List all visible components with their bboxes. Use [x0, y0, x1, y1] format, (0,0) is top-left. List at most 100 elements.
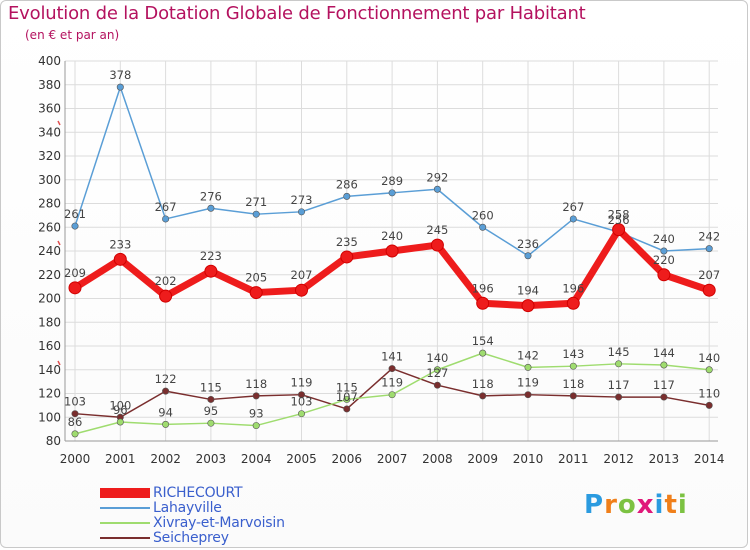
y-tick-label: 320: [38, 149, 61, 163]
data-point: [162, 387, 170, 395]
legend-label: RICHECOURT: [153, 484, 243, 501]
data-label: 205: [245, 271, 267, 285]
x-tick-label: 2009: [467, 452, 498, 466]
data-point: [705, 366, 713, 374]
data-label: 103: [64, 395, 86, 409]
data-point: [71, 222, 79, 230]
data-label: 119: [517, 376, 539, 390]
x-tick-label: 2007: [377, 452, 408, 466]
data-label: 107: [336, 390, 358, 404]
legend-item: RICHECOURT: [100, 484, 243, 501]
data-point: [430, 238, 444, 252]
data-label: 142: [517, 348, 539, 362]
chart-subtitle: (en € et par an): [25, 28, 120, 42]
x-tick-label: 2003: [196, 452, 227, 466]
y-tick-label: 80: [46, 434, 61, 448]
x-tick-label: 2005: [286, 452, 317, 466]
legend-label: Xivray-et-Marvoisin: [153, 514, 285, 531]
legend-label: Lahayville: [153, 499, 222, 516]
y-tick-label: 300: [38, 173, 61, 187]
data-label: 140: [698, 351, 720, 365]
data-label: 267: [155, 200, 177, 214]
data-label: 207: [291, 268, 313, 282]
data-label: 378: [109, 68, 131, 82]
y-tick-label: 120: [38, 387, 61, 401]
legend-swatch: [100, 487, 150, 498]
y-tick-label: 260: [38, 220, 61, 234]
data-label: 276: [200, 189, 222, 203]
data-point: [295, 283, 308, 297]
data-point: [479, 392, 487, 400]
x-tick-label: 2000: [60, 452, 91, 466]
data-label: 273: [291, 193, 313, 207]
logo-letter: P: [584, 490, 605, 520]
data-point: [343, 395, 351, 403]
data-point: [566, 296, 580, 310]
data-label: 194: [517, 284, 539, 298]
y-tick-label: 100: [38, 410, 61, 424]
data-point: [297, 410, 305, 418]
data-point: [71, 430, 79, 438]
data-point: [615, 360, 623, 368]
data-point: [297, 391, 305, 399]
axis-accent: [57, 240, 61, 246]
data-label: 93: [249, 407, 264, 421]
legend-label: Seicheprey: [153, 529, 229, 546]
data-point: [116, 418, 124, 426]
data-label: 235: [336, 235, 358, 249]
data-label: 115: [336, 380, 358, 394]
y-tick-label: 220: [38, 268, 61, 282]
data-label: 233: [109, 237, 131, 251]
y-tick-label: 180: [38, 315, 61, 329]
legend-swatch: [100, 536, 150, 539]
data-point: [388, 365, 396, 373]
data-point: [343, 192, 351, 200]
chart-title: Evolution de la Dotation Globale de Fonc…: [8, 3, 586, 24]
data-label: 261: [64, 207, 86, 221]
data-point: [569, 362, 577, 370]
axes: 80 100 120 140 160 180 200 220 240 260 280 300 320 34…: [38, 54, 724, 466]
data-label: 94: [158, 405, 173, 419]
data-point: [343, 405, 351, 413]
data-point: [657, 268, 671, 282]
axis-accent: [57, 360, 61, 366]
data-point: [207, 204, 215, 212]
data-point: [479, 223, 487, 231]
data-point: [702, 283, 716, 297]
data-label: 119: [381, 376, 403, 390]
series-lines: [68, 83, 716, 438]
logo-letter: i: [677, 490, 688, 520]
data-label: 242: [698, 230, 720, 244]
data-point: [524, 363, 532, 371]
data-point: [569, 215, 577, 223]
data-label: 267: [562, 200, 584, 214]
data-label: 118: [472, 377, 494, 391]
logo-letter: r: [604, 490, 618, 520]
data-label: 258: [608, 208, 630, 222]
data-point: [479, 349, 487, 357]
data-point: [252, 392, 260, 400]
data-point: [524, 252, 532, 260]
data-label: 202: [155, 274, 177, 288]
data-point: [113, 252, 127, 266]
data-label: 140: [426, 351, 448, 365]
y-tick-label: 400: [38, 54, 61, 68]
legend-swatch: [100, 506, 150, 509]
data-point: [297, 208, 305, 216]
data-point: [615, 393, 623, 401]
data-point: [116, 83, 124, 91]
x-tick-label: 2012: [603, 452, 634, 466]
data-label: 289: [381, 174, 403, 188]
data-point: [660, 361, 668, 369]
data-label: 271: [245, 195, 267, 209]
data-label: 96: [113, 403, 128, 417]
data-label: 115: [200, 380, 222, 394]
legend-item: Lahayville: [100, 499, 222, 516]
data-label: 260: [472, 208, 494, 222]
y-tick-label: 380: [38, 78, 61, 92]
data-point: [476, 296, 490, 310]
data-label: 256: [608, 213, 630, 227]
data-point: [162, 215, 170, 223]
